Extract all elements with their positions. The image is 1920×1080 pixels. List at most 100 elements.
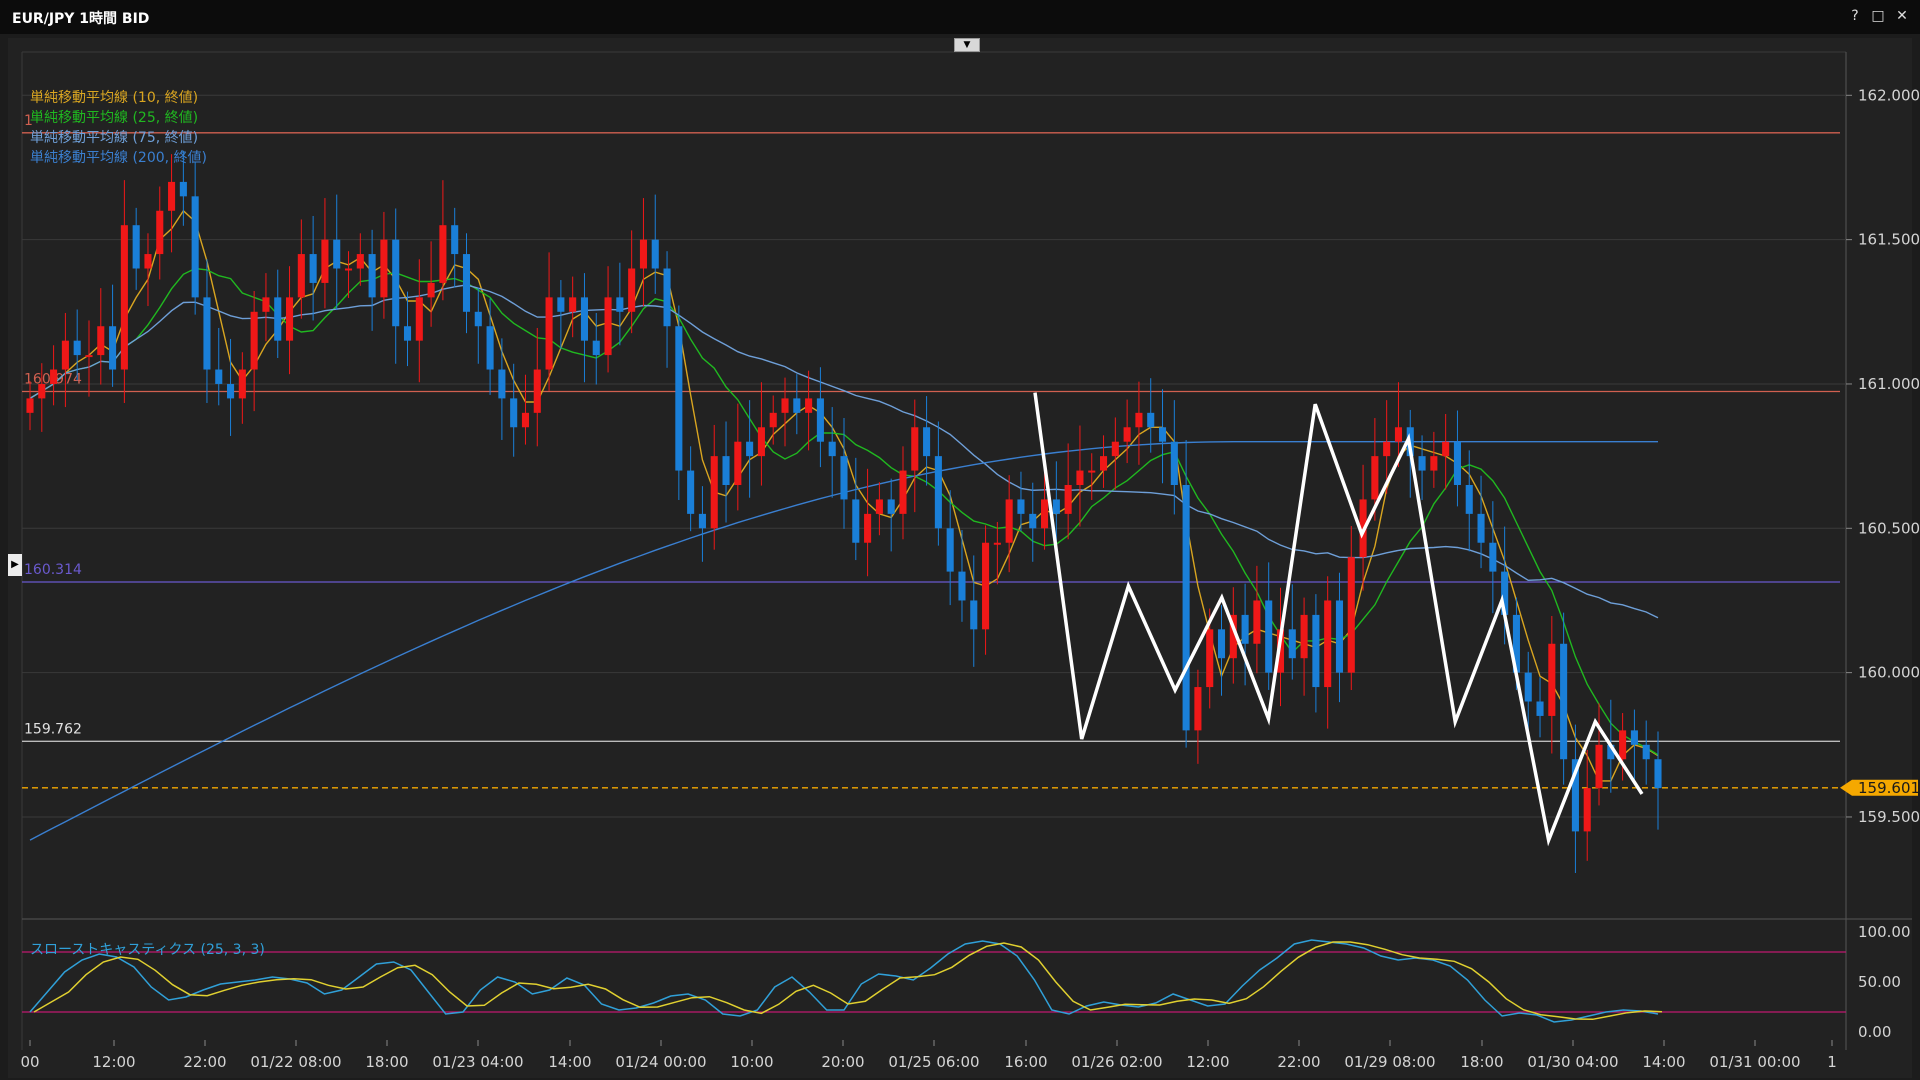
candle-body	[1076, 470, 1084, 485]
legend-entry: 単純移動平均線 (10, 終値)	[30, 90, 198, 106]
candle-body	[533, 369, 541, 413]
x-tick-label: 1	[1827, 1053, 1837, 1071]
candle-body	[238, 369, 246, 399]
candle-body	[1135, 412, 1143, 428]
candle-body	[368, 254, 376, 298]
candle-body	[687, 470, 695, 514]
candle-body	[946, 528, 954, 572]
candle-body	[439, 225, 447, 283]
x-tick-label: 22:00	[1277, 1053, 1320, 1071]
candle-body	[722, 456, 730, 485]
zigzag-line	[1033, 392, 1644, 847]
candle-body	[1489, 542, 1497, 572]
stoch-k-line	[29, 939, 1659, 1023]
candle-body	[840, 456, 848, 500]
zigzag-annotation	[1033, 392, 1644, 847]
candle-body	[651, 239, 659, 269]
candle-body	[887, 499, 895, 514]
candle-body	[923, 427, 931, 457]
candle-body	[1501, 571, 1509, 615]
candle-body	[1241, 614, 1249, 644]
candle-body	[427, 282, 435, 298]
maximize-button[interactable]: □	[1871, 8, 1885, 24]
x-tick-label: 12:00	[1186, 1053, 1229, 1071]
x-tick-label: 14:00	[1642, 1053, 1685, 1071]
x-tick-label: 01/30 04:00	[1527, 1053, 1618, 1071]
close-button[interactable]: ✕	[1896, 8, 1908, 24]
y-tick-label: 159.500	[1858, 808, 1920, 826]
y-tick-label: 162.000	[1858, 86, 1920, 104]
line-handle-icon[interactable]: ▶	[8, 554, 22, 576]
candle-body	[557, 297, 565, 312]
candle-body	[1099, 456, 1108, 471]
candle-body	[392, 239, 400, 327]
x-tick-label: 14:00	[548, 1053, 591, 1071]
candle-body	[1194, 687, 1202, 731]
candle-body	[344, 268, 353, 271]
stoch-tick-label: 50.00	[1858, 973, 1901, 991]
candle-body	[1571, 759, 1579, 832]
candle-body	[1536, 701, 1544, 716]
candle-body	[1300, 614, 1308, 659]
candle-body	[675, 326, 683, 471]
candle-body	[616, 297, 624, 312]
x-tick-label: 18:00	[365, 1053, 408, 1071]
candle-body	[1147, 412, 1155, 428]
candle-body	[1217, 629, 1226, 659]
candle-body	[474, 311, 482, 327]
current-price-tag	[1840, 779, 1918, 796]
current-price-label: 159.601	[1858, 779, 1920, 797]
stoch-tick-label: 100.00	[1858, 923, 1911, 941]
candle-body	[698, 513, 706, 529]
candle-body	[274, 297, 282, 341]
candle-body	[1052, 499, 1060, 514]
legend-entry: 単純移動平均線 (75, 終値)	[30, 130, 198, 146]
candle-body	[1265, 600, 1273, 673]
candle-body	[1158, 427, 1167, 442]
x-tick-label: 01/26 02:00	[1071, 1053, 1162, 1071]
candle-body	[1442, 441, 1450, 457]
candle-body	[592, 340, 600, 356]
collapse-toggle-button[interactable]: ▼	[954, 38, 980, 52]
candle-body	[1206, 629, 1214, 688]
candle-body	[1548, 643, 1556, 716]
candle-body	[26, 398, 34, 413]
candle-body	[1560, 643, 1568, 760]
candle-body	[734, 441, 742, 485]
candle-body	[1312, 614, 1320, 688]
candle-body	[1595, 744, 1603, 789]
candles	[26, 150, 1662, 873]
candle-body	[1029, 513, 1037, 529]
candle-body	[958, 571, 966, 601]
candle-body	[757, 427, 765, 457]
candle-body	[604, 297, 612, 356]
candle-body	[203, 297, 211, 370]
y-tick-label: 161.000	[1858, 375, 1920, 393]
candle-body	[403, 326, 412, 341]
x-tick-label: 01/23 04:00	[432, 1053, 523, 1071]
y-tick-label: 160.000	[1858, 664, 1920, 682]
candle-body	[250, 311, 258, 370]
x-tick-label: 20:00	[821, 1053, 864, 1071]
candle-body	[1324, 600, 1332, 688]
candle-body	[1383, 441, 1391, 457]
x-tick-label: 18:00	[1460, 1053, 1503, 1071]
candle-body	[415, 297, 423, 341]
x-tick-label: 10:00	[730, 1053, 773, 1071]
window-title: EUR/JPY 1時間 BID	[12, 11, 150, 27]
horizontal-line-label: 160.314	[24, 562, 82, 578]
candle-body	[934, 456, 942, 529]
candle-body	[1418, 456, 1426, 471]
legend: 単純移動平均線 (10, 終値) 単純移動平均線 (25, 終値) 単純移動平均線 …	[30, 90, 207, 166]
candle-body	[569, 297, 577, 312]
candle-body	[1288, 629, 1296, 659]
candle-body	[852, 499, 860, 543]
help-button[interactable]: ?	[1851, 8, 1859, 24]
candle-body	[50, 369, 58, 384]
candle-body	[1583, 788, 1591, 832]
candle-body	[333, 239, 341, 269]
candle-body	[1512, 614, 1520, 673]
candle-body	[805, 398, 813, 413]
candle-body	[451, 225, 459, 255]
